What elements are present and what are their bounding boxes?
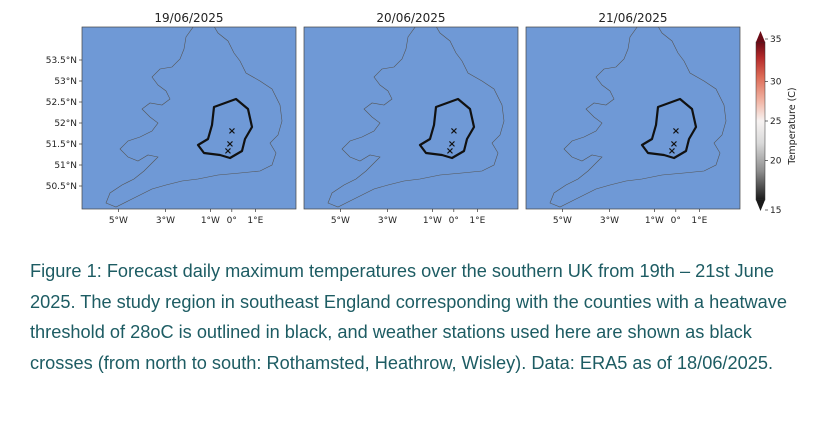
colorbar-tick-label: 35 [770, 35, 781, 45]
study-region-outline [196, 97, 254, 160]
lon-tick-label: 5°W [553, 216, 572, 226]
lon-tick-label: 5°W [331, 216, 350, 226]
panel-frame [303, 26, 519, 210]
lon-tick-label: 1°E [691, 216, 707, 226]
sea-background [304, 27, 518, 209]
lat-tick-label: 51°N [54, 161, 77, 171]
lat-tick-label: 52°N [54, 119, 77, 129]
colorbar-min-arrow [756, 200, 765, 211]
lon-tick-label: 3°W [156, 216, 175, 226]
weather-station-cross: × [672, 126, 680, 137]
panel-frame [525, 26, 741, 210]
weather-station-cross: × [670, 139, 678, 150]
panel-frame [81, 26, 297, 210]
weather-station-cross: × [226, 139, 234, 150]
colorbar-label: Temperature (C) [787, 87, 798, 165]
lon-tick-label: 1°E [247, 216, 263, 226]
lat-tick-label: 52.5°N [46, 98, 77, 108]
colorbar-gradient [755, 41, 766, 201]
colorbar-max-arrow [756, 31, 765, 42]
lat-tick-label: 53.5°N [46, 56, 77, 66]
weather-station-cross: × [668, 146, 676, 157]
lon-tick-label: 0° [671, 216, 681, 226]
weather-station-cross: × [450, 126, 458, 137]
lon-tick-label: 1°E [469, 216, 485, 226]
lon-tick-label: 3°W [600, 216, 619, 226]
weather-station-cross: × [448, 139, 456, 150]
panel-date-title: 19/06/2025 [154, 11, 223, 25]
weather-station-cross: × [228, 126, 236, 137]
lon-tick-label: 0° [449, 216, 459, 226]
study-region-outline [640, 97, 698, 160]
colorbar-tick-label: 20 [770, 157, 782, 167]
figure-caption: Figure 1: Forecast daily maximum tempera… [30, 261, 787, 373]
panel-date-title: 21/06/2025 [598, 11, 667, 25]
lat-tick-label: 53°N [54, 77, 77, 87]
weather-station-cross: × [224, 146, 232, 157]
colorbar-tick-label: 15 [770, 206, 781, 216]
sea-background [82, 27, 296, 209]
colorbar: 35 30 25 20 15 Temperature (C) [755, 31, 798, 216]
lon-tick-label: 1°W [423, 216, 442, 226]
sea-background [526, 27, 740, 209]
colorbar-tick-label: 30 [770, 78, 782, 88]
lat-tick-label: 51.5°N [46, 140, 77, 150]
weather-station-cross: × [446, 146, 454, 157]
lon-tick-label: 1°W [201, 216, 220, 226]
lon-tick-label: 0° [227, 216, 237, 226]
lon-tick-label: 3°W [378, 216, 397, 226]
colorbar-tick-label: 25 [770, 117, 781, 127]
lon-tick-label: 5°W [109, 216, 128, 226]
study-region-outline [418, 97, 476, 160]
panel-date-title: 20/06/2025 [376, 11, 445, 25]
lon-tick-label: 1°W [645, 216, 664, 226]
lat-tick-label: 50.5°N [46, 182, 77, 192]
